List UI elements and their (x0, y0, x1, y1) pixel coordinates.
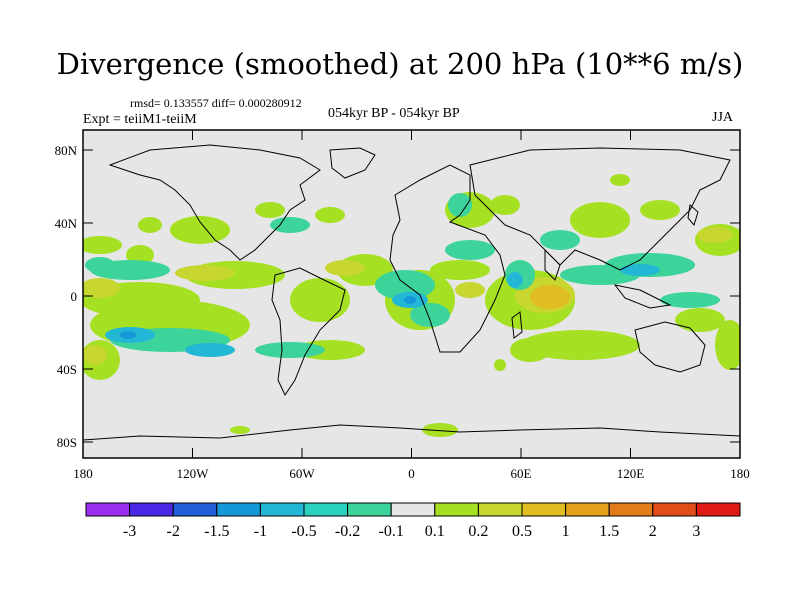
lat-label-80n: 80N (55, 143, 78, 158)
lat-label-40s: 40S (57, 362, 77, 377)
colorbar (85, 502, 741, 517)
lat-tick-marks (83, 149, 740, 443)
colorbar-box (521, 502, 567, 517)
experiment-label: Expt = teiiM1-teiiM (83, 112, 197, 127)
colorbar-label: -1 (254, 523, 267, 540)
lon-label-0: 0 (408, 466, 415, 481)
colorbar-box (303, 502, 349, 517)
lat-label-0: 0 (71, 289, 78, 304)
colorbar-label: 0.1 (425, 523, 445, 540)
colorbar-box (390, 502, 436, 517)
lon-label-180w: 180 (73, 466, 93, 481)
lon-tick-marks (82, 130, 741, 458)
colorbar-label: 1 (562, 523, 570, 540)
lat-label-40n: 40N (55, 216, 78, 231)
colorbar-box (347, 502, 392, 517)
lon-label-60e: 60E (511, 466, 532, 481)
colorbar-label: -0.2 (335, 523, 360, 540)
colorbar-box (652, 502, 697, 517)
colorbar-box (259, 502, 305, 517)
colorbar-box (434, 502, 479, 517)
colorbar-box (172, 502, 218, 517)
colorbar-label: 0.2 (468, 523, 488, 540)
lon-label-120w: 120W (177, 466, 210, 481)
colorbar-label: -1.5 (204, 523, 229, 540)
colorbar-label: -3 (123, 523, 136, 540)
colorbar-label: -0.5 (291, 523, 316, 540)
colorbar-label: -0.1 (379, 523, 404, 540)
season-label: JJA (712, 110, 734, 125)
colorbar-label: 3 (692, 523, 700, 540)
divergence-contours (83, 174, 740, 437)
colorbar-box (129, 502, 174, 517)
plot-title: Divergence (smoothed) at 200 hPa (10**6 … (56, 47, 744, 81)
colorbar-box (477, 502, 523, 517)
stats-label: rmsd= 0.133557 diff= 0.000280912 (130, 96, 302, 110)
colorbar-label: 0.5 (512, 523, 532, 540)
colorbar-box (216, 502, 261, 517)
colorbar-box (85, 502, 131, 517)
coastlines (83, 144, 740, 441)
colorbar-box (608, 502, 654, 517)
colorbar-box (695, 502, 741, 517)
lon-label-120e: 120E (617, 466, 645, 481)
lon-label-60w: 60W (289, 466, 315, 481)
colorbar-label: 2 (649, 523, 657, 540)
colorbar-box (565, 502, 610, 517)
lat-label-80s: 80S (57, 435, 77, 450)
colorbar-label: -2 (167, 523, 180, 540)
period-label: 054kyr BP - 054kyr BP (328, 106, 460, 121)
lon-label-180e: 180 (730, 466, 750, 481)
colorbar-label: 1.5 (599, 523, 619, 540)
colorbar-labels: -3 -2 -1.5 -1 -0.5 -0.2 -0.1 0.1 0.2 0.5 1 1.5 2 3 (123, 523, 700, 540)
